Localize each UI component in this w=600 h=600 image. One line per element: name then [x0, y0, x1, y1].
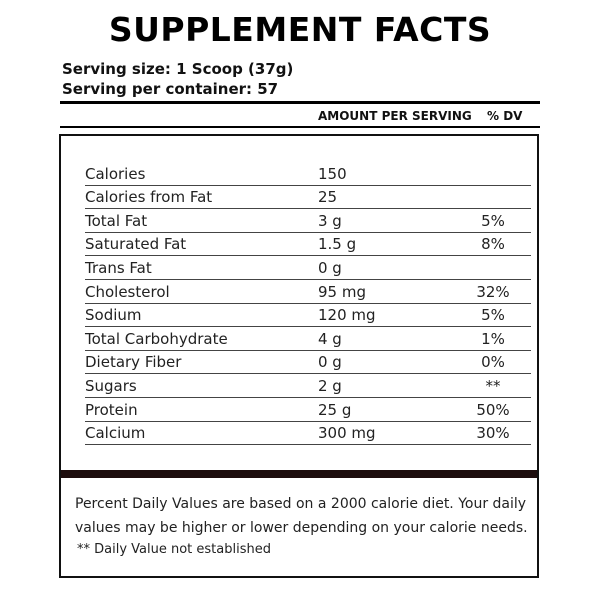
table-row: Calcium 300 mg 30% [85, 422, 531, 446]
table-row: Dietary Fiber 0 g 0% [85, 351, 531, 375]
table-row: Saturated Fat 1.5 g 8% [85, 233, 531, 257]
table-row: Total Fat 3 g 5% [85, 209, 531, 233]
top-rule [60, 101, 540, 104]
nutrient-amount: 2 g [318, 376, 342, 395]
nutrient-name: Sodium [85, 306, 142, 325]
nutrient-name: Total Fat [85, 211, 148, 230]
nutrient-name: Saturated Fat [85, 235, 187, 254]
nutrient-amount: 120 mg [318, 306, 376, 325]
nutrient-dv: 30% [476, 424, 510, 443]
nutrient-amount: 0 g [318, 258, 342, 277]
nutrient-name: Total Carbohydrate [85, 329, 228, 348]
nutrient-dv: ** [485, 376, 501, 395]
table-row: Sodium 120 mg 5% [85, 304, 531, 328]
nutrient-name: Trans Fat [85, 258, 152, 277]
nutrient-name: Calories from Fat [85, 188, 213, 207]
nutrient-dv: 8% [481, 235, 505, 254]
nutrient-dv: 50% [476, 400, 510, 419]
nutrient-amount: 0 g [318, 353, 342, 372]
nutrient-amount: 1.5 g [318, 235, 357, 254]
amount-column-header: AMOUNT PER SERVING [318, 109, 472, 123]
nutrient-dv: 5% [481, 211, 505, 230]
table-row: Sugars 2 g ** [85, 374, 531, 398]
dv-not-established-note: ** Daily Value not established [77, 542, 271, 557]
nutrient-amount: 25 [318, 188, 338, 207]
nutrient-name: Sugars [85, 376, 137, 395]
nutrient-name: Cholesterol [85, 282, 170, 301]
daily-value-footnote: Percent Daily Values are based on a 2000… [75, 496, 528, 536]
servings-per-container: Serving per container: 57 [62, 80, 279, 98]
table-row: Total Carbohydrate 4 g 1% [85, 327, 531, 351]
table-row: Cholesterol 95 mg 32% [85, 280, 531, 304]
table-row: Trans Fat 0 g [85, 256, 531, 280]
serving-size: Serving size: 1 Scoop (37g) [62, 60, 294, 78]
nutrient-name: Dietary Fiber [85, 353, 182, 372]
nutrient-name: Protein [85, 400, 138, 419]
table-row: Calories 150 [85, 162, 531, 186]
facts-box [59, 134, 539, 578]
table-row: Protein 25 g 50% [85, 398, 531, 422]
nutrient-amount: 150 [318, 164, 347, 183]
nutrient-amount: 3 g [318, 211, 342, 230]
nutrient-dv: 5% [481, 306, 505, 325]
nutrient-dv: 1% [481, 329, 505, 348]
nutrient-name: Calories [85, 164, 146, 183]
label-title: SUPPLEMENT FACTS [108, 10, 492, 49]
nutrient-dv: 32% [476, 282, 510, 301]
nutrient-amount: 4 g [318, 329, 342, 348]
section-divider-bar [61, 470, 537, 478]
nutrient-amount: 95 mg [318, 282, 366, 301]
header-rule [60, 126, 540, 128]
nutrient-name: Calcium [85, 424, 146, 443]
table-row: Calories from Fat 25 [85, 186, 531, 210]
nutrient-amount: 25 g [318, 400, 352, 419]
nutrient-dv: 0% [481, 353, 505, 372]
nutrient-table: Calories 150 Calories from Fat 25 Total … [85, 162, 531, 446]
dv-column-header: % DV [487, 109, 523, 123]
nutrient-amount: 300 mg [318, 424, 376, 443]
